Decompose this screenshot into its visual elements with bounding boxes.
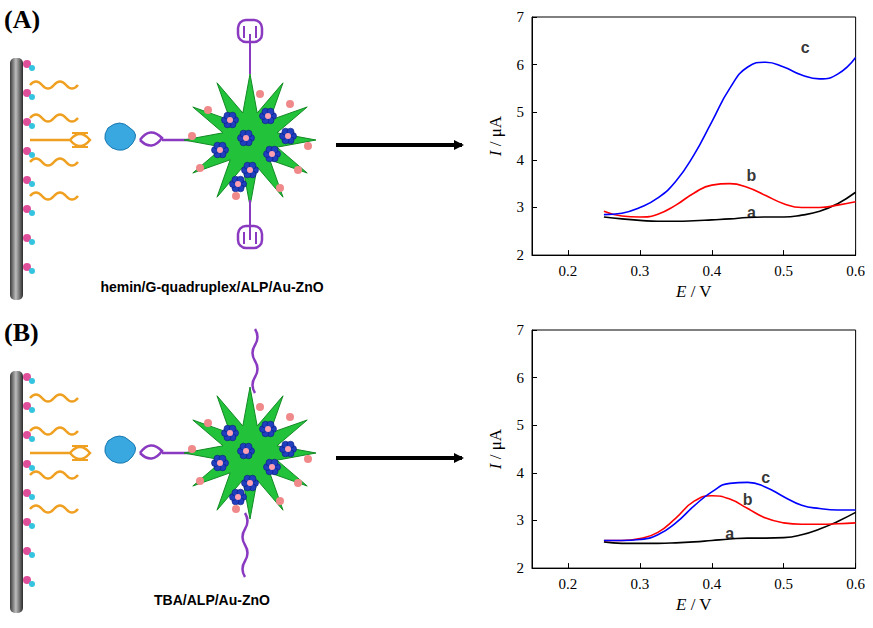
svg-text:0.6: 0.6 — [846, 576, 865, 592]
svg-text:0.6: 0.6 — [846, 263, 865, 279]
svg-text:TBA/ALP/Au-ZnO: TBA/ALP/Au-ZnO — [154, 592, 270, 608]
svg-text:a: a — [746, 203, 756, 221]
svg-text:(A): (A) — [4, 5, 40, 34]
svg-text:4: 4 — [517, 152, 525, 168]
svg-text:/ V: / V — [686, 282, 712, 301]
svg-text:0.3: 0.3 — [631, 263, 650, 279]
svg-text:2: 2 — [517, 247, 525, 263]
svg-text:5: 5 — [517, 104, 525, 120]
svg-text:0.4: 0.4 — [702, 263, 721, 279]
svg-text:/ μA: / μA — [486, 115, 505, 150]
svg-text:b: b — [743, 491, 753, 508]
svg-text:a: a — [725, 525, 735, 543]
svg-text:3: 3 — [517, 512, 525, 528]
svg-text:/ μA: / μA — [486, 428, 505, 463]
svg-text:c: c — [801, 39, 810, 56]
svg-text:0.5: 0.5 — [774, 576, 793, 592]
svg-text:I: I — [486, 463, 505, 470]
svg-text:0.4: 0.4 — [702, 576, 721, 592]
svg-text:2: 2 — [517, 560, 525, 576]
svg-text:0.2: 0.2 — [559, 263, 578, 279]
svg-text:3: 3 — [517, 199, 525, 215]
svg-text:c: c — [761, 469, 770, 486]
svg-text:0.3: 0.3 — [631, 576, 650, 592]
svg-text:/ V: / V — [686, 595, 712, 614]
svg-text:0.2: 0.2 — [559, 576, 578, 592]
svg-text:(B): (B) — [4, 318, 39, 347]
svg-text:7: 7 — [517, 322, 525, 338]
svg-text:0.5: 0.5 — [774, 263, 793, 279]
svg-text:E: E — [675, 595, 687, 614]
svg-text:E: E — [675, 282, 687, 301]
svg-text:I: I — [486, 150, 505, 157]
svg-text:6: 6 — [517, 57, 525, 73]
svg-text:hemin/G-quadruplex/ALP/Au-ZnO: hemin/G-quadruplex/ALP/Au-ZnO — [100, 279, 323, 295]
svg-text:7: 7 — [517, 9, 525, 25]
svg-text:4: 4 — [517, 465, 525, 481]
svg-text:5: 5 — [517, 417, 525, 433]
svg-text:6: 6 — [517, 370, 525, 386]
svg-text:b: b — [746, 167, 756, 184]
